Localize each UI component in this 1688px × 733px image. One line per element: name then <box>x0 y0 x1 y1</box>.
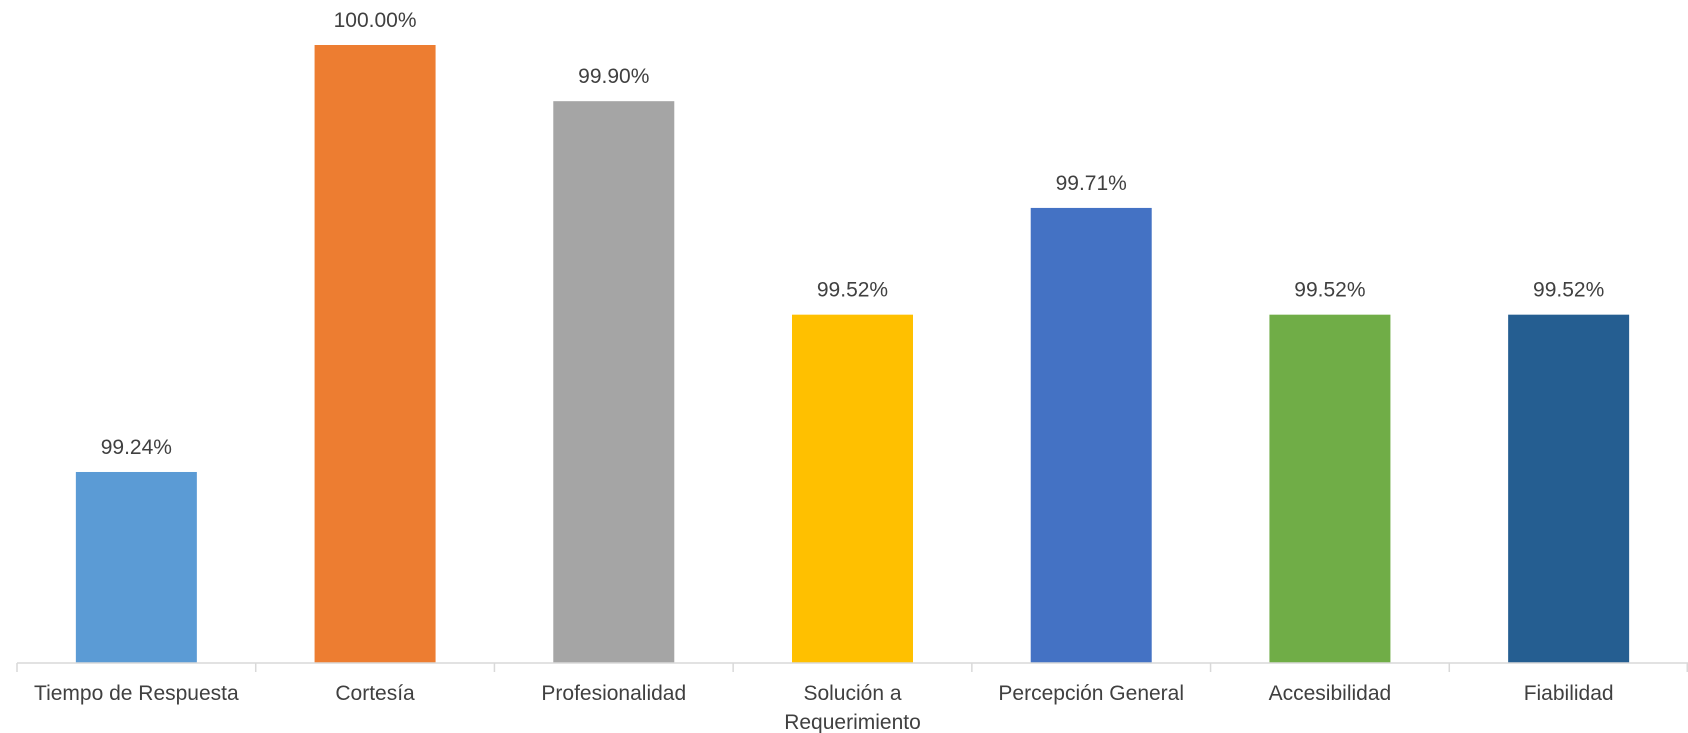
data-label: 99.24% <box>101 436 172 459</box>
x-tick-label: Tiempo de Respuesta <box>34 682 239 705</box>
x-tick-label: Profesionalidad <box>541 682 686 705</box>
x-tick-label: Accesibilidad <box>1269 682 1392 705</box>
data-label: 100.00% <box>334 9 417 32</box>
data-label: 99.52% <box>1533 279 1604 302</box>
bar <box>1030 207 1152 663</box>
x-axis-labels-group: Tiempo de Respuesta Cortesía Profesionalid… <box>34 682 1614 733</box>
x-tick-label: Solución a <box>803 682 901 705</box>
data-labels-group: 99.24% 100.00% 99.90% 99.52% 99.71% 99.52% 99.… <box>101 9 1605 459</box>
bar <box>553 101 675 663</box>
data-label: 99.71% <box>1056 172 1127 195</box>
data-label: 99.90% <box>578 65 649 88</box>
x-tick-label: Percepción General <box>998 682 1184 705</box>
x-axis-ticks-group <box>16 663 1688 672</box>
bar <box>1269 314 1391 663</box>
bars-group <box>75 45 1630 663</box>
bar <box>75 471 197 663</box>
x-tick-label: Requerimiento <box>784 711 921 733</box>
bar <box>314 45 436 663</box>
bar <box>1508 314 1630 663</box>
x-tick-label: Fiabilidad <box>1524 682 1614 705</box>
data-label: 99.52% <box>1294 279 1365 302</box>
bar <box>792 314 913 663</box>
data-label: 99.52% <box>817 279 888 302</box>
x-tick-label: Cortesía <box>335 682 415 705</box>
